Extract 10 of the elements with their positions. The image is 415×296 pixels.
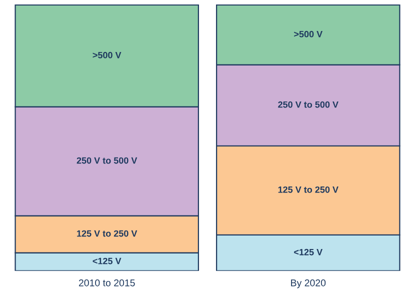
text: <125 V: [294, 248, 323, 256]
x-tick-label: By 2020: [291, 279, 326, 288]
text: >500 V: [92, 52, 122, 58]
x-tick-label: 2010 to 2015: [78, 279, 135, 286]
text: 250 V to 500 V: [76, 157, 138, 164]
text: 125 V to 250 V: [278, 186, 338, 193]
series-label: <125 V: [92, 258, 122, 264]
series-label: 125 V to 250 V: [77, 230, 138, 237]
series-label: 250 V to 500 V: [278, 101, 338, 108]
series-label: >500 V: [294, 30, 323, 38]
